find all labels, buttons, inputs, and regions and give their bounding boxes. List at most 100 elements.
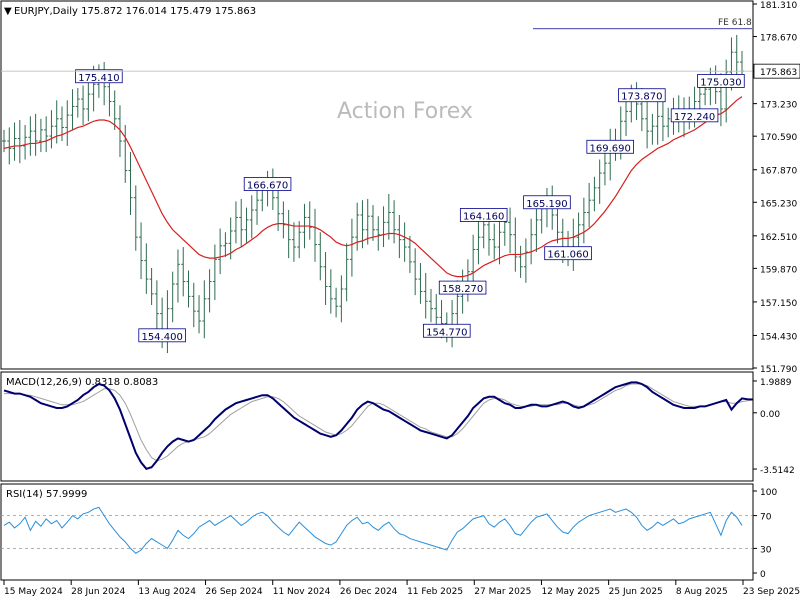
price-bar bbox=[12, 122, 17, 161]
price-bar bbox=[244, 207, 249, 244]
price-bar bbox=[508, 207, 513, 254]
price-label-box bbox=[697, 74, 745, 88]
price-bar bbox=[281, 201, 286, 239]
price-bar bbox=[239, 198, 244, 248]
xtick-label: 27 Mar 2025 bbox=[474, 587, 531, 597]
price-bar bbox=[181, 247, 186, 297]
price-bar bbox=[123, 124, 128, 183]
macd-signal-line bbox=[4, 383, 753, 462]
xtick-label: 8 Aug 2025 bbox=[676, 587, 728, 597]
price-label-box bbox=[586, 139, 634, 154]
price-label: 169.690 bbox=[590, 143, 631, 154]
macd-main-line bbox=[3, 381, 753, 470]
price-label: 165.190 bbox=[526, 199, 567, 210]
price-bar bbox=[65, 100, 70, 146]
xtick-label: 28 Jun 2024 bbox=[71, 587, 125, 597]
price-ytick-label: 167.870 bbox=[760, 167, 797, 177]
price-bar bbox=[534, 201, 539, 252]
price-bar bbox=[371, 205, 375, 241]
price-bar bbox=[349, 218, 354, 277]
price-label: 154.770 bbox=[426, 327, 467, 338]
price-bar bbox=[197, 295, 202, 334]
price-bar bbox=[38, 118, 43, 153]
price-bar bbox=[734, 34, 739, 77]
xtick-label: 23 Sep 2025 bbox=[743, 587, 800, 597]
price-bar bbox=[202, 280, 207, 339]
macd-title: MACD(12,26,9) 0.8318 0.8083 bbox=[6, 377, 158, 388]
price-label: 164.160 bbox=[463, 211, 504, 222]
price-label-box bbox=[459, 208, 508, 222]
price-bar bbox=[33, 113, 38, 156]
price-ytick-label: 170.590 bbox=[760, 133, 797, 143]
rsi-ytick-label: 0 bbox=[760, 570, 766, 580]
fe-level-label: FE 61.8 bbox=[718, 18, 752, 28]
price-bar bbox=[597, 159, 602, 204]
macd-ytick-label: -3.5142 bbox=[760, 466, 795, 476]
price-label-box bbox=[75, 69, 123, 84]
price-label: 175.410 bbox=[78, 73, 119, 84]
price-bar bbox=[249, 195, 254, 239]
price-bar bbox=[223, 232, 228, 257]
price-ytick-label: 154.430 bbox=[760, 332, 797, 342]
price-bar bbox=[518, 245, 523, 278]
rsi-ytick-label: 100 bbox=[760, 488, 777, 498]
price-bar bbox=[513, 217, 518, 272]
price-bar bbox=[655, 101, 660, 145]
price-bar bbox=[592, 176, 597, 212]
price-bar bbox=[49, 110, 54, 149]
price-bar bbox=[233, 201, 238, 244]
price-bar bbox=[133, 185, 138, 251]
price-bar bbox=[128, 152, 133, 215]
price-bar bbox=[328, 269, 333, 314]
price-ytick-label: 157.150 bbox=[760, 299, 797, 309]
rsi-ytick-label: 30 bbox=[760, 545, 772, 555]
price-bar bbox=[139, 222, 144, 280]
xtick-label: 12 May 2025 bbox=[541, 587, 600, 597]
price-bar bbox=[228, 217, 233, 260]
price-label-box bbox=[544, 246, 592, 261]
price-bar bbox=[297, 221, 302, 259]
rsi-plot bbox=[1, 506, 752, 554]
price-bar bbox=[28, 116, 33, 156]
price-bar bbox=[154, 280, 159, 330]
price-bar bbox=[149, 267, 154, 305]
axes: 181.310 178.670 175.863 173.230 170.590 167.8… bbox=[3, 1, 800, 597]
macd-plot bbox=[3, 381, 753, 470]
price-label: 166.670 bbox=[247, 181, 288, 192]
price-label: 172.240 bbox=[674, 112, 715, 123]
price-bar bbox=[175, 249, 180, 303]
macd-ytick-label: 0.00 bbox=[760, 410, 780, 420]
watermark: Action Forex bbox=[337, 99, 473, 124]
price-bar bbox=[523, 238, 528, 283]
xtick-label: 15 May 2024 bbox=[4, 587, 63, 597]
price-ytick-label: 178.670 bbox=[760, 34, 797, 44]
price-label: 158.270 bbox=[442, 284, 483, 295]
price-bar bbox=[81, 85, 86, 125]
price-bar bbox=[212, 244, 217, 301]
macd-ytick-label: 1.9889 bbox=[760, 378, 792, 388]
price-bar bbox=[334, 287, 339, 318]
price-bar bbox=[407, 235, 412, 273]
price-label: 175.030 bbox=[700, 77, 741, 88]
price-bar bbox=[218, 228, 223, 275]
price-label: 161.060 bbox=[547, 250, 588, 261]
xtick-label: 13 Aug 2024 bbox=[138, 587, 196, 597]
price-bar bbox=[418, 263, 423, 304]
price-ytick-label: 181.310 bbox=[760, 1, 797, 11]
price-ytick-label: 151.790 bbox=[760, 365, 797, 375]
price-ytick-label: 173.230 bbox=[760, 101, 797, 111]
price-bar bbox=[70, 89, 75, 130]
price-plot: 175.410 154.400 166.670 164.160 165.190 161.0… bbox=[1, 18, 752, 354]
price-label-box bbox=[523, 195, 571, 210]
symbol-triangle-icon: ▼ bbox=[4, 6, 12, 17]
price-bar bbox=[117, 105, 122, 158]
price-label-box bbox=[438, 280, 487, 295]
xtick-label: 11 Feb 2025 bbox=[407, 587, 463, 597]
price-bar bbox=[413, 248, 418, 296]
price-bar bbox=[191, 282, 196, 328]
xtick-label: 11 Nov 2024 bbox=[273, 587, 331, 597]
price-bar bbox=[339, 275, 344, 323]
price-bar bbox=[666, 107, 671, 138]
